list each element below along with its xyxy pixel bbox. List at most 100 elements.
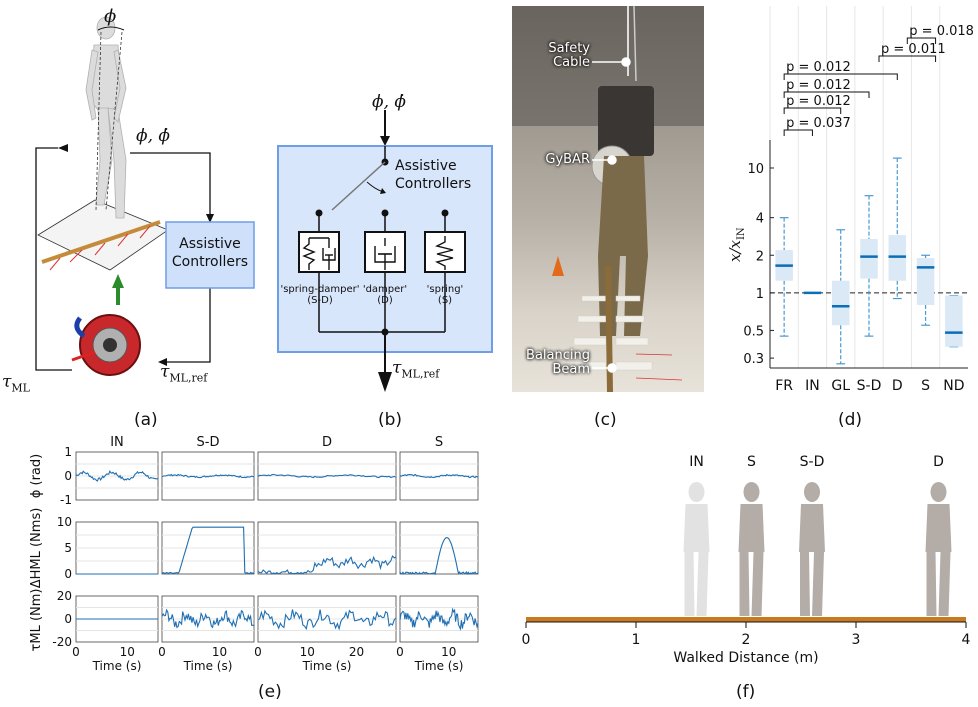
x-tick-label: 0 [396, 645, 404, 659]
y-tick-label: 5 [64, 541, 72, 555]
distance-tick-label: 4 [962, 632, 971, 648]
x-tick-label: 10 [212, 645, 227, 659]
x-tick-label: 0 [158, 645, 166, 659]
panel-a: ϕ ϕ, ϕ̇ Assistive Controllers τML τML,re… [0, 0, 300, 400]
significance-label: p = 0.018 [909, 24, 974, 39]
walker-torso [738, 504, 765, 552]
experiment-photo: Safety Cable GyBAR Balancing Beam [512, 6, 704, 392]
y-tick-label: 20 [57, 589, 72, 603]
significance-bracket [783, 129, 813, 136]
label-spring: 'spring' [426, 284, 464, 295]
beam [526, 617, 966, 622]
y-tick-label: 0 [64, 469, 72, 483]
x-tick-label: 10 [120, 645, 135, 659]
walker-leg [800, 552, 810, 616]
y-tick-label: 0.5 [743, 324, 764, 339]
spring-element [424, 231, 466, 273]
row-label: ΔHML (Nms) [29, 508, 44, 589]
walker-head [804, 482, 820, 502]
tau-ml-label: τML [2, 372, 30, 395]
label-spring-damper: 'spring-damper' [280, 284, 360, 295]
walker-condition-label: S [747, 454, 756, 470]
caption-c: (c) [594, 410, 617, 430]
walker-torso [799, 504, 825, 552]
controller-label-line2: Controllers [171, 254, 249, 270]
y-tick-label: -20 [52, 635, 72, 649]
walker-leg [926, 552, 937, 616]
walker-leg [696, 552, 709, 616]
y-tick-label: 1 [756, 287, 764, 302]
y-tick-label: 10 [747, 162, 764, 177]
column-title: S [435, 436, 443, 450]
box-S-D [860, 238, 878, 279]
caption-e: (e) [258, 682, 282, 702]
panel-b-diagram [277, 110, 493, 392]
category-label: FR [775, 378, 793, 394]
panel-f: IN S S-D D 0 1 2 3 4 Walked Distance (m) [510, 440, 978, 676]
walker-head [743, 482, 760, 502]
significance-bracket [783, 107, 842, 114]
command-line [165, 288, 211, 363]
distance-tick-label: 2 [742, 632, 751, 648]
row-label: τML (Nm) [29, 589, 44, 652]
tau-ml-ref-label: τML,ref [160, 362, 208, 385]
x-axis-label: Time (s) [414, 659, 464, 673]
x-axis-label: Time (s) [302, 659, 352, 673]
walker-figure-S-D [799, 482, 825, 616]
category-label: D [892, 378, 903, 394]
box-D [888, 235, 907, 281]
abbr-spring: (S) [437, 295, 453, 306]
signal-trace [257, 555, 397, 575]
walker-leg [751, 552, 764, 616]
category-label: S [921, 378, 930, 394]
x-axis-label: Time (s) [183, 659, 233, 673]
box-GL [831, 280, 850, 326]
callout-balancing-beam: Balancing Beam [526, 348, 590, 377]
caption-b: (b) [378, 410, 403, 430]
assistive-controller-box [165, 221, 255, 289]
boxplot-ylabel: x/xIN [726, 227, 747, 262]
row-label: ϕ (rad) [29, 454, 44, 498]
y-tick-label: 1 [64, 445, 72, 459]
input-label: ϕ, ϕ̇ [372, 92, 406, 112]
signal-trace [257, 609, 397, 631]
walker-torso [683, 504, 710, 552]
category-label: S-D [857, 378, 882, 394]
x-tick-label: 20 [349, 645, 364, 659]
signal-trace [75, 470, 159, 482]
walker-figure-D [925, 482, 952, 616]
y-tick-label: 2 [756, 249, 764, 264]
x-tick-label: 10 [441, 645, 456, 659]
x-tick-label: 0 [72, 645, 80, 659]
y-tick-label: 10 [57, 515, 72, 529]
column-title: IN [110, 436, 124, 450]
walker-leg [739, 552, 750, 616]
balance-beam [41, 220, 161, 264]
output-label: τML,ref [392, 358, 440, 381]
significance-bracket [906, 37, 937, 44]
caption-a: (a) [134, 410, 158, 430]
y-tick-label: 0 [64, 612, 72, 626]
significance-label: p = 0.037 [786, 116, 851, 131]
category-label: IN [805, 378, 820, 394]
ground-plane [37, 199, 169, 271]
walker-head [930, 482, 947, 502]
panel-e: IN 1 0 -1 10 5 0 20 0 -20 0 10 Time (s) S-D 0 10 Time (s… [0, 435, 490, 676]
selector-switch [331, 161, 386, 211]
distance-tick-label: 0 [522, 632, 531, 648]
box-S [916, 258, 935, 305]
walker-torso [925, 504, 952, 552]
significance-label: p = 0.012 [786, 60, 851, 75]
panel-d: p = 0.037 p = 0.012 p = 0.012 p = 0.012 p = … [710, 0, 978, 400]
significance-label: p = 0.012 [786, 78, 851, 93]
distance-tick-label: 3 [852, 632, 861, 648]
controller-title-line1: Assistive [395, 158, 457, 174]
x-tick-label: 10 [300, 645, 315, 659]
signal-trace [161, 526, 255, 575]
walker-figure-IN [683, 482, 710, 616]
significance-bracket [783, 73, 898, 80]
walk-illustration: IN S S-D D 0 1 2 3 4 Walked Distance (m) [522, 454, 971, 666]
feedback-line-left [35, 147, 72, 371]
